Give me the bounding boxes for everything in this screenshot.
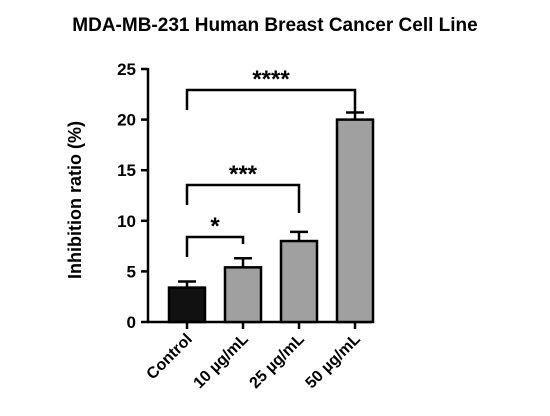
y-tick-label: 20 [117,111,136,130]
y-axis: 0 5 10 15 20 25 [117,60,150,332]
bar [223,266,263,324]
bars [167,118,375,324]
x-tick-label: 25 µg/mL [247,331,308,392]
bar [279,239,319,324]
y-tick-label: 0 [127,313,136,332]
significance-label: *** [229,161,258,188]
significance-label: * [210,213,220,240]
y-tick-label: 15 [117,161,136,180]
error-bars [178,111,364,288]
x-tick-label: 10 µg/mL [191,331,252,392]
significance-brackets: ******** [185,66,357,257]
chart-title: MDA-MB-231 Human Breast Cancer Cell Line [72,15,477,36]
significance-bracket [185,183,301,213]
bar [167,286,207,324]
significance-bracket [185,235,245,257]
x-tick-label: Control [144,331,196,383]
y-tick-label: 10 [117,212,136,231]
significance-bracket [185,88,357,112]
bar [335,118,375,324]
x-tick-label: 50 µg/mL [303,331,364,392]
y-tick-label: 5 [127,262,136,281]
y-tick-label: 25 [117,60,136,79]
significance-label: **** [252,66,290,93]
y-axis-label: Inhibition ratio (%) [65,121,85,279]
